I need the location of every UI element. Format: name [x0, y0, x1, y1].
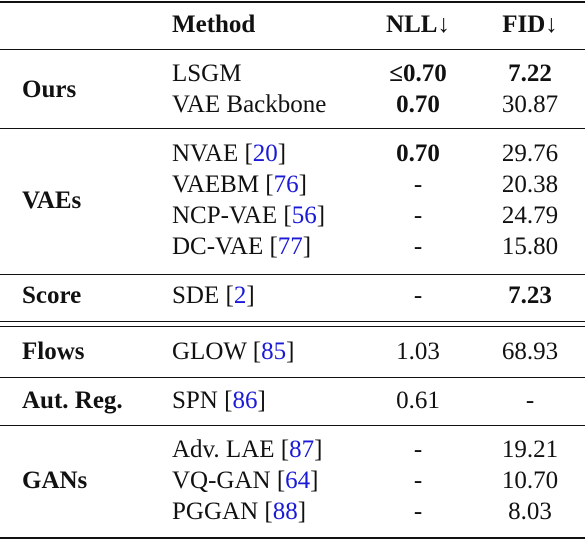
method-name: LSGM: [172, 59, 241, 89]
method-label: SPN [: [172, 387, 233, 414]
citation-close-bracket: ]: [314, 436, 323, 463]
fid-value: -: [525, 387, 535, 414]
header-rule: [0, 49, 585, 50]
method-name: SPN [86]: [172, 386, 266, 416]
citation-link[interactable]: 86: [232, 387, 258, 414]
method-label: VQ-GAN [: [172, 467, 286, 494]
citation-close-bracket: ]: [257, 387, 266, 414]
header-method: Method: [172, 11, 256, 38]
fid-value: 24.79: [501, 202, 559, 229]
group-label: VAEs: [22, 186, 82, 214]
nll-value: -: [413, 171, 423, 198]
method-name: VQ-GAN [64]: [172, 466, 319, 496]
citation-link[interactable]: 87: [289, 436, 315, 463]
group-separator-rule: [0, 128, 585, 129]
nll-value: -: [413, 467, 423, 494]
citation-link[interactable]: 56: [291, 202, 317, 229]
citation-link[interactable]: 88: [272, 498, 298, 525]
fid-value: 10.70: [501, 467, 559, 494]
citation-link[interactable]: 64: [285, 467, 311, 494]
method-name: NVAE [20]: [172, 139, 286, 169]
fid-value: 19.21: [501, 436, 559, 463]
citation-close-bracket: ]: [246, 282, 255, 309]
group-label: Flows: [22, 338, 85, 365]
group-label: Ours: [22, 75, 77, 103]
fid-value: 7.22: [508, 60, 552, 87]
nll-value: 0.70: [396, 91, 440, 118]
method-label: VAEBM [: [172, 171, 274, 198]
bottom-rule: [0, 537, 585, 539]
group-separator-rule: [0, 321, 585, 322]
group-label: Aut. Reg.: [22, 387, 123, 414]
citation-link[interactable]: 85: [261, 338, 287, 365]
group-label: Score: [22, 282, 82, 309]
nll-value: -: [413, 498, 423, 525]
method-name: SDE [2]: [172, 281, 255, 311]
nll-value: -: [413, 202, 423, 229]
citation-link[interactable]: 20: [252, 140, 278, 167]
citation-close-bracket: ]: [297, 498, 307, 525]
group-separator-rule: [0, 425, 585, 426]
method-name: VAEBM [76]: [172, 170, 307, 200]
method-label: LSGM: [172, 60, 242, 87]
nll-value: 0.61: [396, 387, 440, 414]
citation-close-bracket: ]: [310, 467, 319, 494]
citation-close-bracket: ]: [316, 202, 326, 229]
fid-value: 29.76: [501, 140, 559, 167]
method-label: GLOW [: [172, 338, 262, 365]
citation-close-bracket: ]: [298, 171, 307, 198]
citation-close-bracket: ]: [286, 338, 295, 365]
nll-value: -: [413, 436, 423, 463]
method-name: Adv. LAE [87]: [172, 435, 322, 465]
nll-value: ≤0.70: [389, 60, 447, 87]
nll-value: -: [413, 233, 423, 260]
citation-close-bracket: ]: [277, 140, 287, 167]
fid-value: 68.93: [501, 338, 559, 365]
method-label: DC-VAE [: [172, 233, 278, 260]
method-name: DC-VAE [77]: [172, 232, 311, 262]
group-separator-rule: [0, 274, 585, 275]
top-rule: [0, 1, 585, 3]
method-name: PGGAN [88]: [172, 497, 306, 527]
method-label: PGGAN [: [172, 498, 273, 525]
group-label: GANs: [22, 467, 88, 494]
method-label: SDE [: [172, 282, 234, 309]
method-label: Adv. LAE [: [172, 436, 290, 463]
nll-value: 1.03: [396, 338, 440, 365]
group-separator-rule: [0, 326, 585, 327]
citation-link[interactable]: 76: [273, 171, 299, 198]
fid-value: 8.03: [508, 498, 552, 525]
citation-close-bracket: ]: [302, 233, 312, 260]
method-label: VAE Backbone: [172, 91, 327, 118]
header-fid: FID↓: [502, 11, 558, 38]
header-nll: NLL↓: [386, 11, 450, 38]
fid-value: 20.38: [501, 171, 559, 198]
citation-link[interactable]: 77: [277, 233, 303, 260]
citation-link[interactable]: 2: [233, 282, 247, 309]
method-name: VAE Backbone: [172, 90, 326, 120]
method-label: NVAE [: [172, 140, 253, 167]
method-label: NCP-VAE [: [172, 202, 292, 229]
nll-value: 0.70: [396, 140, 440, 167]
nll-value: -: [413, 282, 423, 309]
method-name: NCP-VAE [56]: [172, 201, 325, 231]
group-separator-rule: [0, 377, 585, 378]
fid-value: 7.23: [508, 282, 552, 309]
method-name: GLOW [85]: [172, 337, 294, 367]
fid-value: 30.87: [501, 91, 559, 118]
fid-value: 15.80: [501, 233, 559, 260]
